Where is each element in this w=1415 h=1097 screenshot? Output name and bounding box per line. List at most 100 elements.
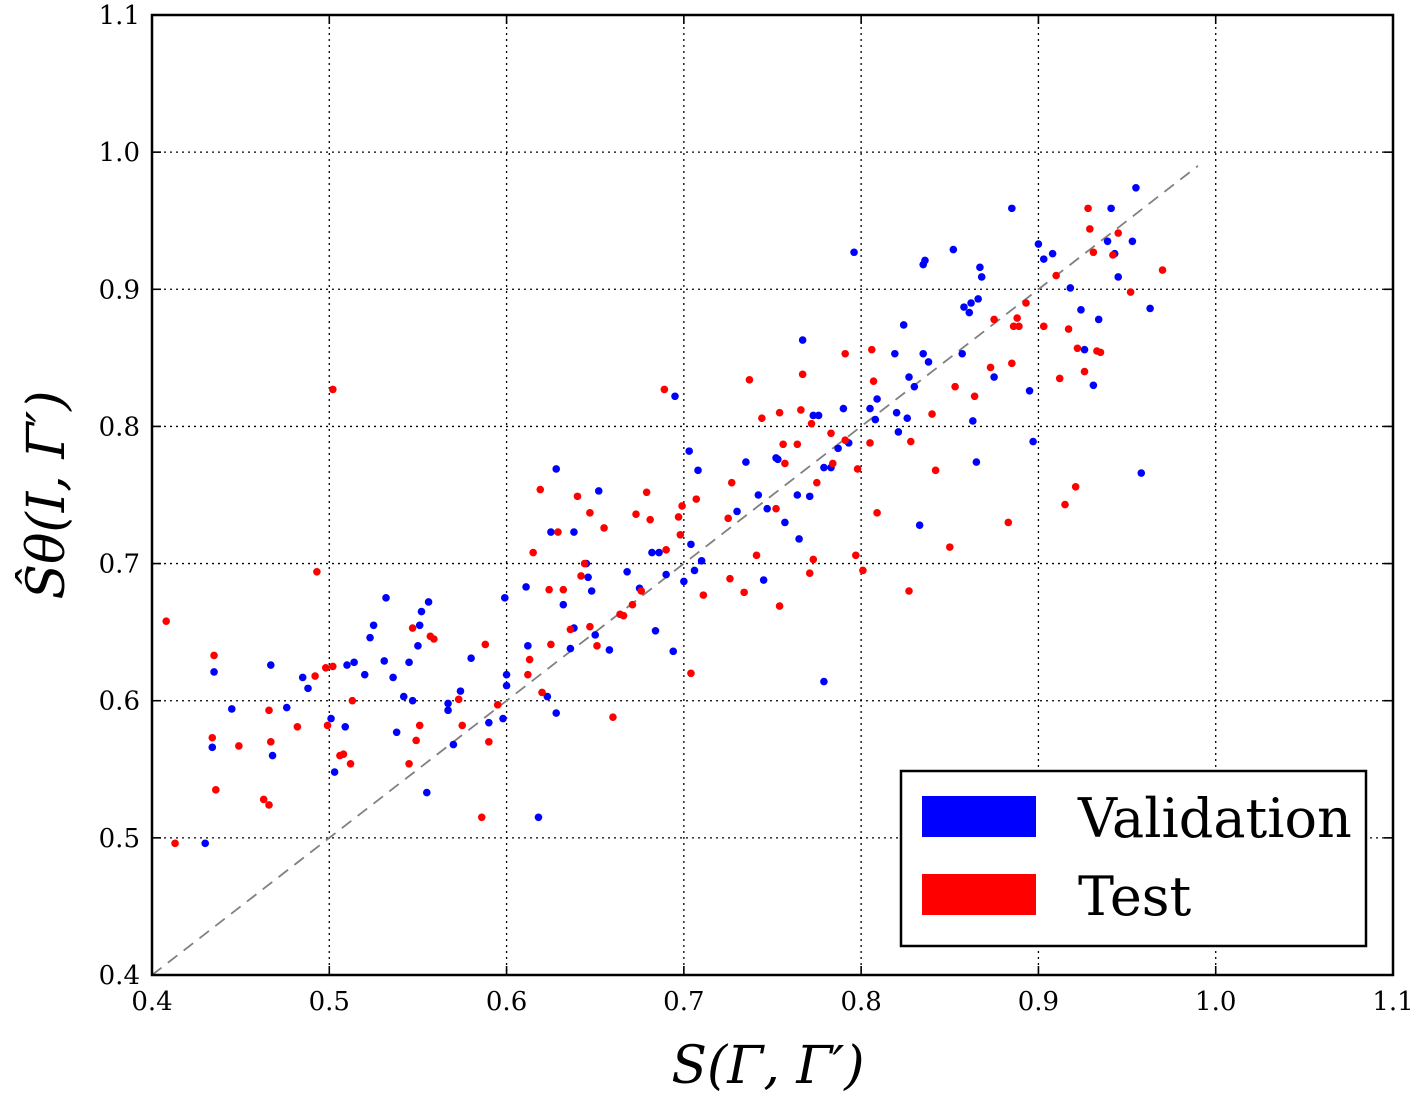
point-validation: [343, 661, 351, 669]
point-test: [772, 504, 780, 513]
point-test: [536, 485, 545, 494]
point-test: [454, 695, 463, 704]
point-test: [525, 655, 534, 664]
point-test: [687, 669, 695, 678]
point-validation: [1114, 273, 1123, 281]
point-validation: [366, 633, 374, 642]
point-test: [1064, 325, 1073, 333]
point-test: [1073, 344, 1082, 353]
point-test: [674, 513, 683, 521]
x-tick-label: 0.9: [1018, 987, 1059, 1017]
point-validation: [850, 248, 858, 257]
point-test: [740, 588, 748, 597]
point-validation: [399, 692, 408, 701]
point-validation: [924, 358, 933, 366]
point-validation: [871, 415, 880, 424]
point-validation: [814, 411, 823, 420]
point-test: [1071, 482, 1080, 491]
point-validation: [905, 373, 913, 381]
point-validation: [414, 642, 422, 650]
point-test: [775, 602, 784, 610]
point-validation: [623, 568, 631, 576]
point-validation: [327, 714, 335, 723]
point-validation: [892, 408, 901, 417]
point-validation: [894, 428, 903, 436]
point-test: [524, 670, 532, 679]
point-test: [600, 524, 608, 532]
point-validation: [534, 813, 543, 822]
point-test: [986, 363, 995, 372]
point-validation: [795, 535, 803, 543]
point-validation: [669, 647, 678, 656]
point-validation: [456, 687, 465, 695]
point-test: [1013, 314, 1021, 322]
point-validation: [360, 670, 369, 679]
point-validation: [330, 768, 339, 776]
point-validation: [1146, 304, 1154, 313]
point-test: [577, 572, 585, 580]
point-test: [321, 664, 330, 672]
point-validation: [742, 458, 750, 466]
point-test: [745, 376, 754, 384]
point-validation: [552, 465, 561, 473]
y-axis-label: Ŝθ(I, Γ′): [15, 391, 77, 600]
point-test: [235, 742, 243, 750]
point-test: [828, 459, 837, 468]
point-validation: [382, 594, 390, 602]
point-validation: [805, 492, 814, 501]
y-tick-label: 0.5: [99, 824, 140, 854]
point-test: [859, 566, 867, 575]
point-validation: [733, 507, 741, 516]
y-tick-label: 0.8: [99, 412, 140, 442]
y-tick-label: 0.6: [99, 687, 140, 717]
point-validation: [866, 404, 874, 413]
point-validation: [424, 598, 433, 606]
point-test: [852, 551, 860, 560]
point-test: [405, 760, 413, 768]
point-test: [477, 813, 486, 822]
point-validation: [697, 557, 706, 565]
point-validation: [965, 308, 974, 317]
point-test: [809, 555, 818, 564]
legend-label-test: Test: [1078, 865, 1191, 928]
point-test: [1086, 225, 1094, 233]
point-test: [566, 625, 575, 634]
point-validation: [467, 654, 475, 662]
point-validation: [834, 444, 842, 453]
point-validation: [605, 646, 614, 654]
point-test: [1158, 266, 1167, 274]
point-test: [990, 315, 998, 324]
point-validation: [1029, 437, 1037, 446]
point-validation: [651, 626, 660, 635]
point-validation: [685, 447, 693, 455]
point-validation: [304, 684, 312, 693]
point-validation: [969, 417, 977, 425]
point-validation: [1034, 240, 1043, 248]
point-validation: [976, 263, 984, 272]
point-test: [699, 591, 708, 599]
point-test: [412, 736, 420, 745]
point-test: [547, 640, 555, 649]
point-validation: [793, 491, 802, 499]
x-axis-ticks: 0.4 0.5 0.6 0.7 0.8 0.9 1.0 1.1: [131, 15, 1414, 1017]
point-validation: [820, 463, 828, 472]
point-test: [580, 559, 589, 568]
point-validation: [552, 709, 561, 717]
x-tick-label: 1.0: [1195, 987, 1236, 1017]
point-test: [945, 543, 954, 551]
series-test: [162, 204, 1167, 848]
point-validation: [559, 600, 568, 609]
point-test: [906, 437, 915, 446]
point-validation: [543, 692, 552, 701]
point-validation: [591, 631, 600, 639]
point-validation: [524, 642, 532, 650]
point-test: [408, 624, 417, 632]
point-test: [841, 436, 849, 444]
point-test: [266, 738, 275, 746]
point-validation: [662, 570, 670, 579]
point-validation: [208, 743, 217, 752]
point-test: [458, 721, 467, 730]
point-test: [676, 530, 685, 539]
point-validation: [408, 696, 417, 705]
point-validation: [210, 668, 218, 676]
